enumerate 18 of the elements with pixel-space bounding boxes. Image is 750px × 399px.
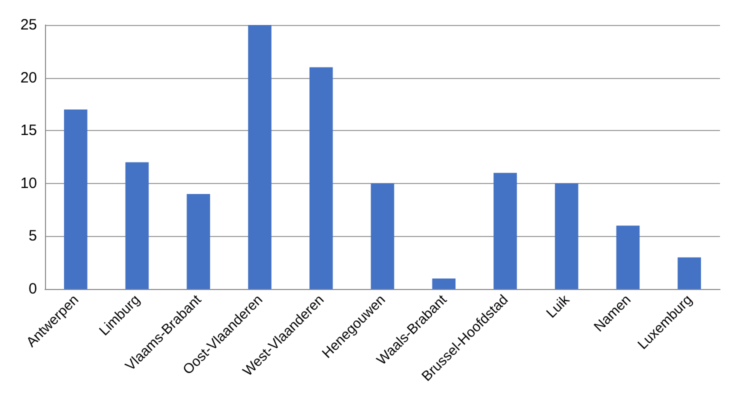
bar [186, 194, 210, 289]
bar [309, 67, 333, 289]
bar [64, 109, 88, 289]
bar [616, 226, 640, 289]
bar [370, 183, 394, 289]
y-tick-label: 10 [20, 174, 37, 192]
bar [432, 278, 456, 289]
x-tick-label: Luik [542, 290, 573, 321]
y-tick-label: 5 [28, 228, 37, 245]
y-tick-label: 15 [20, 122, 37, 140]
bar [678, 257, 701, 289]
bar [125, 162, 149, 289]
bar [554, 183, 578, 289]
y-tick-label: 0 [28, 280, 37, 298]
bar [494, 172, 517, 289]
y-tick-label: 25 [20, 16, 37, 34]
bar [248, 25, 272, 289]
y-tick-label: 20 [20, 69, 37, 86]
